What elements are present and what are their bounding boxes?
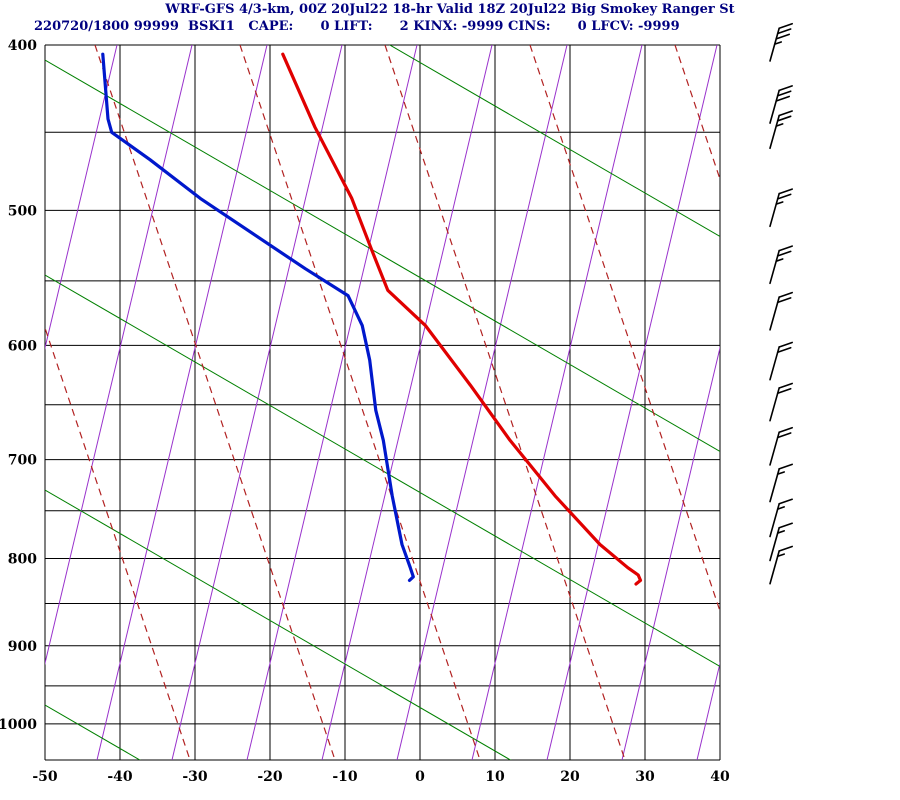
wind-barb — [769, 426, 793, 466]
x-tick-label: 10 — [485, 769, 505, 785]
skewed-isotherms — [45, 45, 720, 760]
y-axis-labels: 400 500 600 700 800 900 1000 — [0, 38, 37, 733]
x-tick-label: -20 — [257, 769, 283, 785]
x-tick-label: 0 — [415, 769, 425, 785]
y-tick-label: 700 — [8, 453, 37, 469]
x-tick-label: 20 — [560, 769, 580, 785]
y-tick-label: 400 — [8, 38, 37, 54]
y-tick-label: 600 — [8, 338, 37, 354]
wind-barb — [769, 245, 793, 285]
y-tick-label: 1000 — [0, 717, 37, 733]
wind-barb — [769, 463, 793, 503]
wind-barbs — [769, 22, 793, 585]
wind-barb — [769, 522, 793, 562]
x-tick-label: -10 — [332, 769, 358, 785]
moist-adiabats — [45, 45, 720, 760]
wind-barb — [769, 110, 793, 150]
wind-barb — [769, 22, 793, 62]
wind-barb — [769, 545, 793, 585]
wind-barb — [769, 498, 793, 538]
x-axis-labels: -50 -40 -30 -20 -10 0 10 20 30 40 — [32, 769, 730, 785]
grid — [44, 44, 721, 761]
dewpoint-line — [101, 52, 415, 583]
stats-line: 220720/1800 99999 BSKI1 CAPE: 0 LIFT: 2 … — [34, 19, 680, 34]
wind-barb — [769, 188, 793, 228]
wind-barb — [769, 382, 793, 422]
y-tick-label: 500 — [8, 203, 37, 219]
x-tick-label: -50 — [32, 769, 58, 785]
x-tick-label: -40 — [107, 769, 133, 785]
adiabats — [45, 45, 720, 760]
temperature-line — [281, 52, 643, 586]
x-tick-label: 30 — [635, 769, 655, 785]
x-tick-label: -30 — [182, 769, 208, 785]
chart-title: WRF-GFS 4/3-km, 00Z 20Jul22 18-hr Valid … — [165, 2, 735, 17]
wind-barb — [769, 291, 793, 331]
wind-barb — [769, 341, 793, 381]
y-tick-label: 900 — [8, 639, 37, 655]
x-tick-label: 40 — [710, 769, 730, 785]
y-tick-label: 800 — [8, 552, 37, 568]
wind-barb — [769, 85, 793, 124]
